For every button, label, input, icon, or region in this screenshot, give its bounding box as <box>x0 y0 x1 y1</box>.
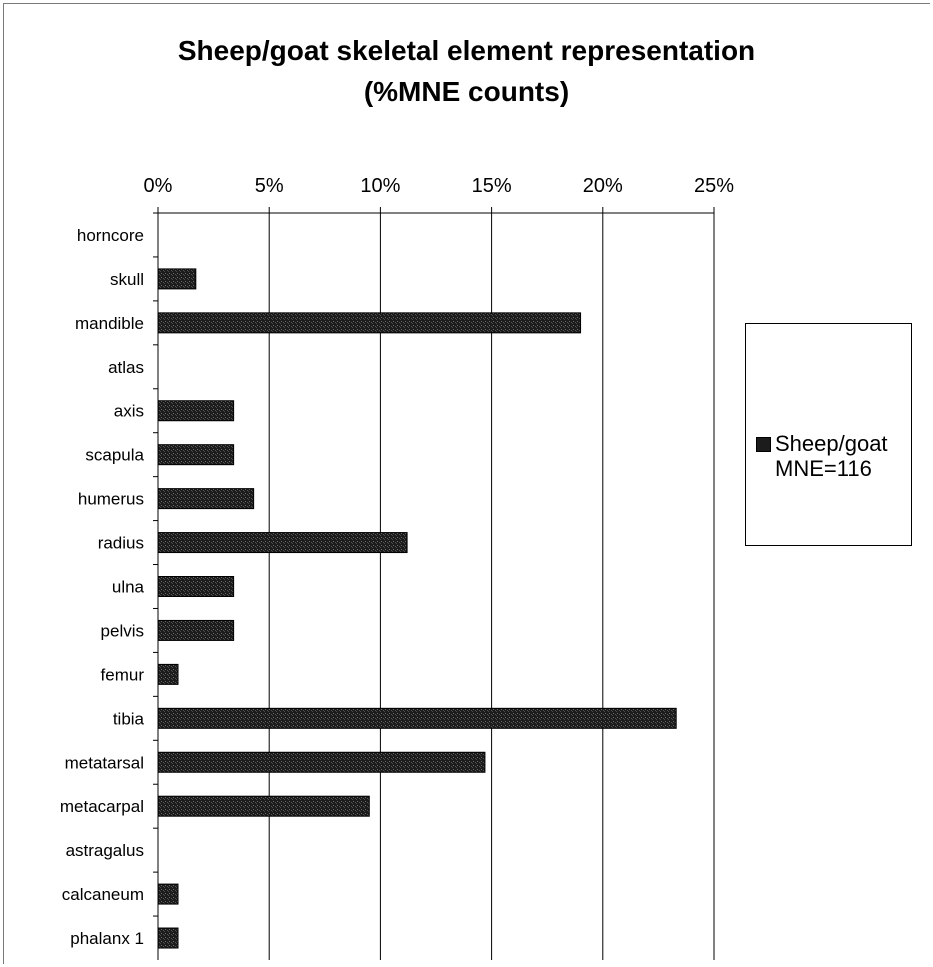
y-category-label: calcaneum <box>62 885 144 904</box>
y-category-label: femur <box>101 665 145 684</box>
y-category-label: pelvis <box>101 621 144 640</box>
bar-skull <box>157 268 197 290</box>
bar-pelvis <box>157 619 235 641</box>
y-category-label: metatarsal <box>65 753 144 772</box>
bar-mandible <box>157 312 582 334</box>
bar-radius <box>157 532 408 554</box>
y-category-label: tibia <box>113 709 145 728</box>
y-category-label: axis <box>114 402 144 421</box>
y-category-label: atlas <box>108 358 144 377</box>
y-category-label: astragalus <box>66 841 144 860</box>
y-category-label: metacarpal <box>60 797 144 816</box>
bar-femur <box>157 663 179 685</box>
x-tick-label: 25% <box>694 175 734 197</box>
x-tick-label: 20% <box>583 175 623 197</box>
chart-frame <box>3 3 930 964</box>
legend-swatch <box>756 437 771 452</box>
y-category-label: humerus <box>78 490 144 509</box>
x-tick-label: 0% <box>144 175 173 197</box>
chart-title: Sheep/goat skeletal element representati… <box>177 35 756 107</box>
y-category-label: radius <box>98 534 144 553</box>
bar-scapula <box>157 444 235 466</box>
bar-ulna <box>157 576 235 597</box>
bar-calcaneum <box>157 883 179 905</box>
y-category-label: horncore <box>77 226 144 245</box>
y-category-label: skull <box>110 270 144 289</box>
x-tick-label: 5% <box>255 175 284 197</box>
y-category-label: ulna <box>112 578 145 597</box>
bar-phalanx-1 <box>157 927 179 949</box>
bar-metatarsal <box>157 751 486 773</box>
legend: Sheep/goat MNE=116 <box>745 323 912 546</box>
bar-metacarpal <box>157 795 370 817</box>
x-tick-label: 15% <box>472 175 512 197</box>
y-category-label: mandible <box>75 314 144 333</box>
legend-entry: Sheep/goat MNE=116 <box>756 431 908 481</box>
y-category-label: scapula <box>85 446 144 465</box>
bar-axis <box>157 400 235 422</box>
y-category-label: phalanx 1 <box>70 929 144 948</box>
x-tick-label: 10% <box>360 175 400 197</box>
bar-humerus <box>157 488 255 510</box>
legend-label: Sheep/goat MNE=116 <box>775 431 888 481</box>
bar-tibia <box>157 707 677 729</box>
